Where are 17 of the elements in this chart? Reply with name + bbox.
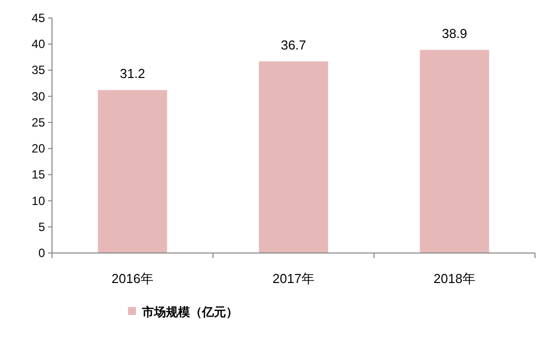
legend-label: 市场规模（亿元） xyxy=(141,305,238,319)
y-tick-label: 30 xyxy=(32,89,46,104)
y-tick-label: 15 xyxy=(32,168,46,182)
x-tick-label: 2017年 xyxy=(272,271,314,286)
x-tick-label: 2018年 xyxy=(434,271,476,286)
y-tick-label: 0 xyxy=(38,246,46,260)
y-tick-label: 40 xyxy=(32,37,46,52)
y-tick-label: 10 xyxy=(32,194,46,208)
data-label: 36.7 xyxy=(280,37,306,52)
y-tick-label: 25 xyxy=(32,115,46,130)
x-tick-label: 2016年 xyxy=(112,271,154,286)
y-tick-label: 5 xyxy=(38,220,46,234)
y-tick-label: 45 xyxy=(32,11,46,25)
data-label: 31.2 xyxy=(120,66,146,82)
data-label: 38.9 xyxy=(442,26,468,41)
y-tick-label: 35 xyxy=(32,63,46,78)
y-tick-label: 20 xyxy=(32,142,46,156)
